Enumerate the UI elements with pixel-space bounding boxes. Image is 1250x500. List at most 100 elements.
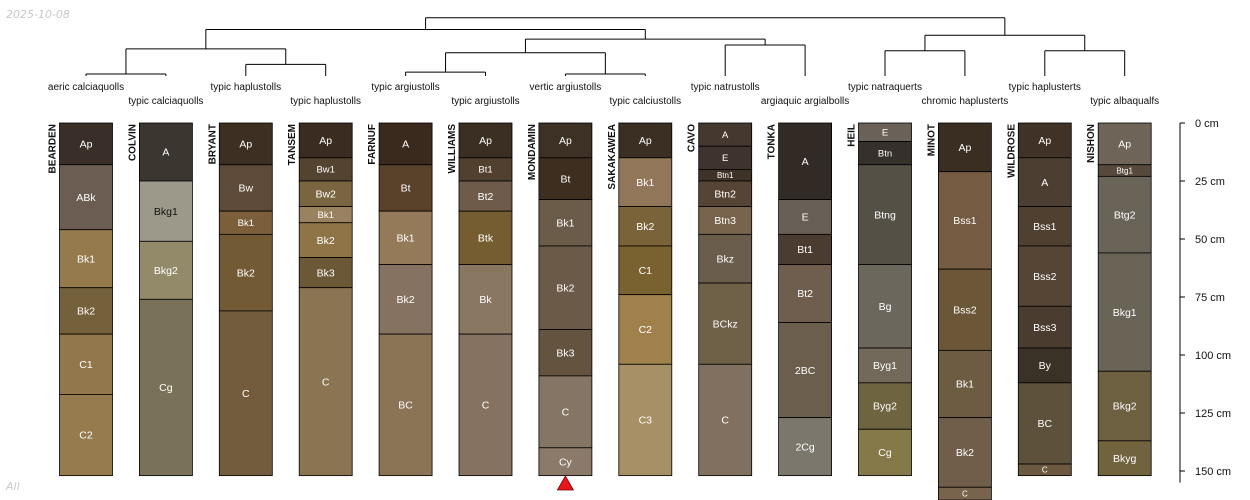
horizon-rect bbox=[618, 245, 673, 296]
horizon-label: ABk bbox=[76, 192, 96, 204]
profile-name: COLVIN bbox=[127, 124, 138, 161]
horizon-rect bbox=[298, 122, 353, 159]
horizon-rect bbox=[618, 122, 673, 159]
horizon-rect bbox=[1097, 122, 1152, 166]
horizon-label: Bk2 bbox=[956, 447, 974, 459]
taxon-label: vertic argiustolls bbox=[530, 82, 602, 93]
horizon-label: Bk3 bbox=[556, 347, 574, 359]
profile: FARNUF A Bt Bk1 Bk2 BC bbox=[367, 122, 433, 477]
horizon-label: Bkyg bbox=[1113, 453, 1137, 465]
taxon-label: typic calciaquolls bbox=[128, 96, 203, 107]
horizon-rect bbox=[618, 157, 673, 207]
horizon-label: BCkz bbox=[713, 318, 738, 330]
horizon-label: 2BC bbox=[795, 365, 816, 377]
horizon-rect bbox=[218, 310, 273, 477]
horizon-label: Bt1 bbox=[478, 165, 492, 176]
horizon-rect bbox=[138, 240, 193, 300]
horizon-rect bbox=[858, 264, 912, 349]
horizon-rect bbox=[458, 210, 513, 265]
horizon-rect bbox=[778, 417, 832, 477]
horizon-label: Ap bbox=[1038, 135, 1051, 147]
horizon-rect bbox=[138, 298, 193, 477]
horizon-label: Bg bbox=[879, 301, 892, 313]
horizon-rect bbox=[1017, 463, 1072, 477]
horizon-label: C2 bbox=[79, 430, 93, 442]
profile-name: MONDAMIN bbox=[527, 124, 538, 180]
date-stamp: 2025-10-08 bbox=[6, 8, 70, 21]
horizon-label: Btn3 bbox=[714, 215, 736, 227]
horizon-rect bbox=[538, 157, 593, 200]
horizon-label: Btn bbox=[878, 148, 892, 159]
profile: TONKA A E Bt1 Bt2 2BC 2Cg bbox=[767, 122, 832, 477]
taxon-label: typic natrustolls bbox=[691, 82, 760, 93]
horizon-label: Bw bbox=[239, 183, 254, 195]
horizon-rect bbox=[778, 233, 832, 265]
horizon-label: Cy bbox=[559, 456, 573, 468]
horizon-rect bbox=[698, 233, 753, 284]
profile-name: NISHON bbox=[1086, 124, 1097, 163]
horizon-rect bbox=[858, 164, 912, 265]
profile: NISHON Ap Btg1 Btg2 Bkg1 Bkg2 Bkyg bbox=[1086, 122, 1152, 477]
horizon-rect bbox=[698, 282, 753, 365]
horizon-rect bbox=[858, 428, 912, 477]
taxon-labels: aeric calciaquolls typic calciaquolls typi… bbox=[48, 82, 1159, 107]
horizon-rect bbox=[538, 199, 593, 247]
horizon-label: A bbox=[402, 139, 409, 151]
horizon-rect bbox=[1097, 370, 1152, 442]
horizon-rect bbox=[538, 375, 593, 449]
taxon-label: typic argiustolls bbox=[371, 82, 439, 93]
horizon-label: Bw2 bbox=[315, 188, 336, 200]
axis-tick-label: 150 cm bbox=[1195, 466, 1231, 478]
horizon-rect bbox=[298, 180, 353, 207]
horizon-rect bbox=[1017, 122, 1072, 159]
horizon-rect bbox=[938, 268, 992, 351]
horizon-label: C bbox=[242, 388, 250, 400]
horizon-label: Btg2 bbox=[1114, 209, 1136, 221]
horizon-label: Bk1 bbox=[956, 379, 974, 391]
horizon-rect bbox=[938, 171, 992, 270]
horizon-label: C bbox=[1042, 466, 1048, 475]
horizon-rect bbox=[59, 287, 113, 335]
horizon-rect bbox=[1017, 347, 1072, 384]
horizon-rect bbox=[59, 333, 113, 395]
taxon-label: argiaquic argialbolls bbox=[761, 96, 849, 107]
horizon-rect bbox=[778, 264, 832, 323]
horizon-label: Bt1 bbox=[797, 244, 813, 256]
axis-tick-label: 100 cm bbox=[1195, 350, 1231, 362]
profile: COLVIN A Bkg1 Bkg2 Cg bbox=[127, 122, 193, 477]
horizon-label: Ap bbox=[639, 135, 652, 147]
horizon-label: Btg1 bbox=[1116, 166, 1133, 175]
horizon-label: Ap bbox=[1118, 139, 1131, 151]
horizon-label: Ap bbox=[958, 142, 971, 154]
horizon-rect bbox=[938, 122, 992, 173]
profile: BRYANT Ap Bw Bk1 Bk2 C bbox=[207, 122, 273, 477]
horizon-rect bbox=[538, 447, 593, 477]
horizon-rect bbox=[1097, 175, 1152, 254]
horizon-label: A bbox=[162, 147, 169, 159]
horizon-label: Bss2 bbox=[953, 304, 977, 316]
horizon-rect bbox=[698, 363, 753, 477]
horizon-rect bbox=[298, 287, 353, 477]
profile: MONDAMIN Ap Bt Bk1 Bk2 Bk3 C Cy bbox=[527, 122, 593, 477]
profile: HEIL E Btn Btng Bg Byg1 Byg2 Cg bbox=[847, 122, 912, 477]
horizon-label: Bt2 bbox=[797, 288, 813, 300]
taxon-label: typic haplustolls bbox=[290, 96, 361, 107]
horizon-rect bbox=[538, 329, 593, 377]
horizon-rect bbox=[698, 180, 753, 207]
horizon-label: Bk bbox=[479, 294, 492, 306]
profile-name: TANSEM bbox=[287, 124, 298, 165]
horizon-label: Bk1 bbox=[397, 233, 415, 245]
profile-name: SAKAKAWEA bbox=[607, 124, 618, 190]
taxon-label: typic haplustolls bbox=[211, 82, 282, 93]
profile-name: FARNUF bbox=[367, 124, 378, 165]
axis-tick-label: 25 cm bbox=[1195, 176, 1225, 188]
horizon-label: Bk3 bbox=[317, 267, 335, 279]
horizon-label: Bss1 bbox=[1033, 221, 1057, 233]
horizon-label: C bbox=[962, 489, 968, 498]
horizon-label: Bkg1 bbox=[1113, 307, 1137, 319]
horizon-label: Bk1 bbox=[556, 217, 574, 229]
horizon-label: E bbox=[722, 153, 728, 164]
horizon-rect bbox=[298, 222, 353, 258]
horizon-label: C1 bbox=[639, 265, 653, 277]
horizon-rect bbox=[538, 245, 593, 330]
